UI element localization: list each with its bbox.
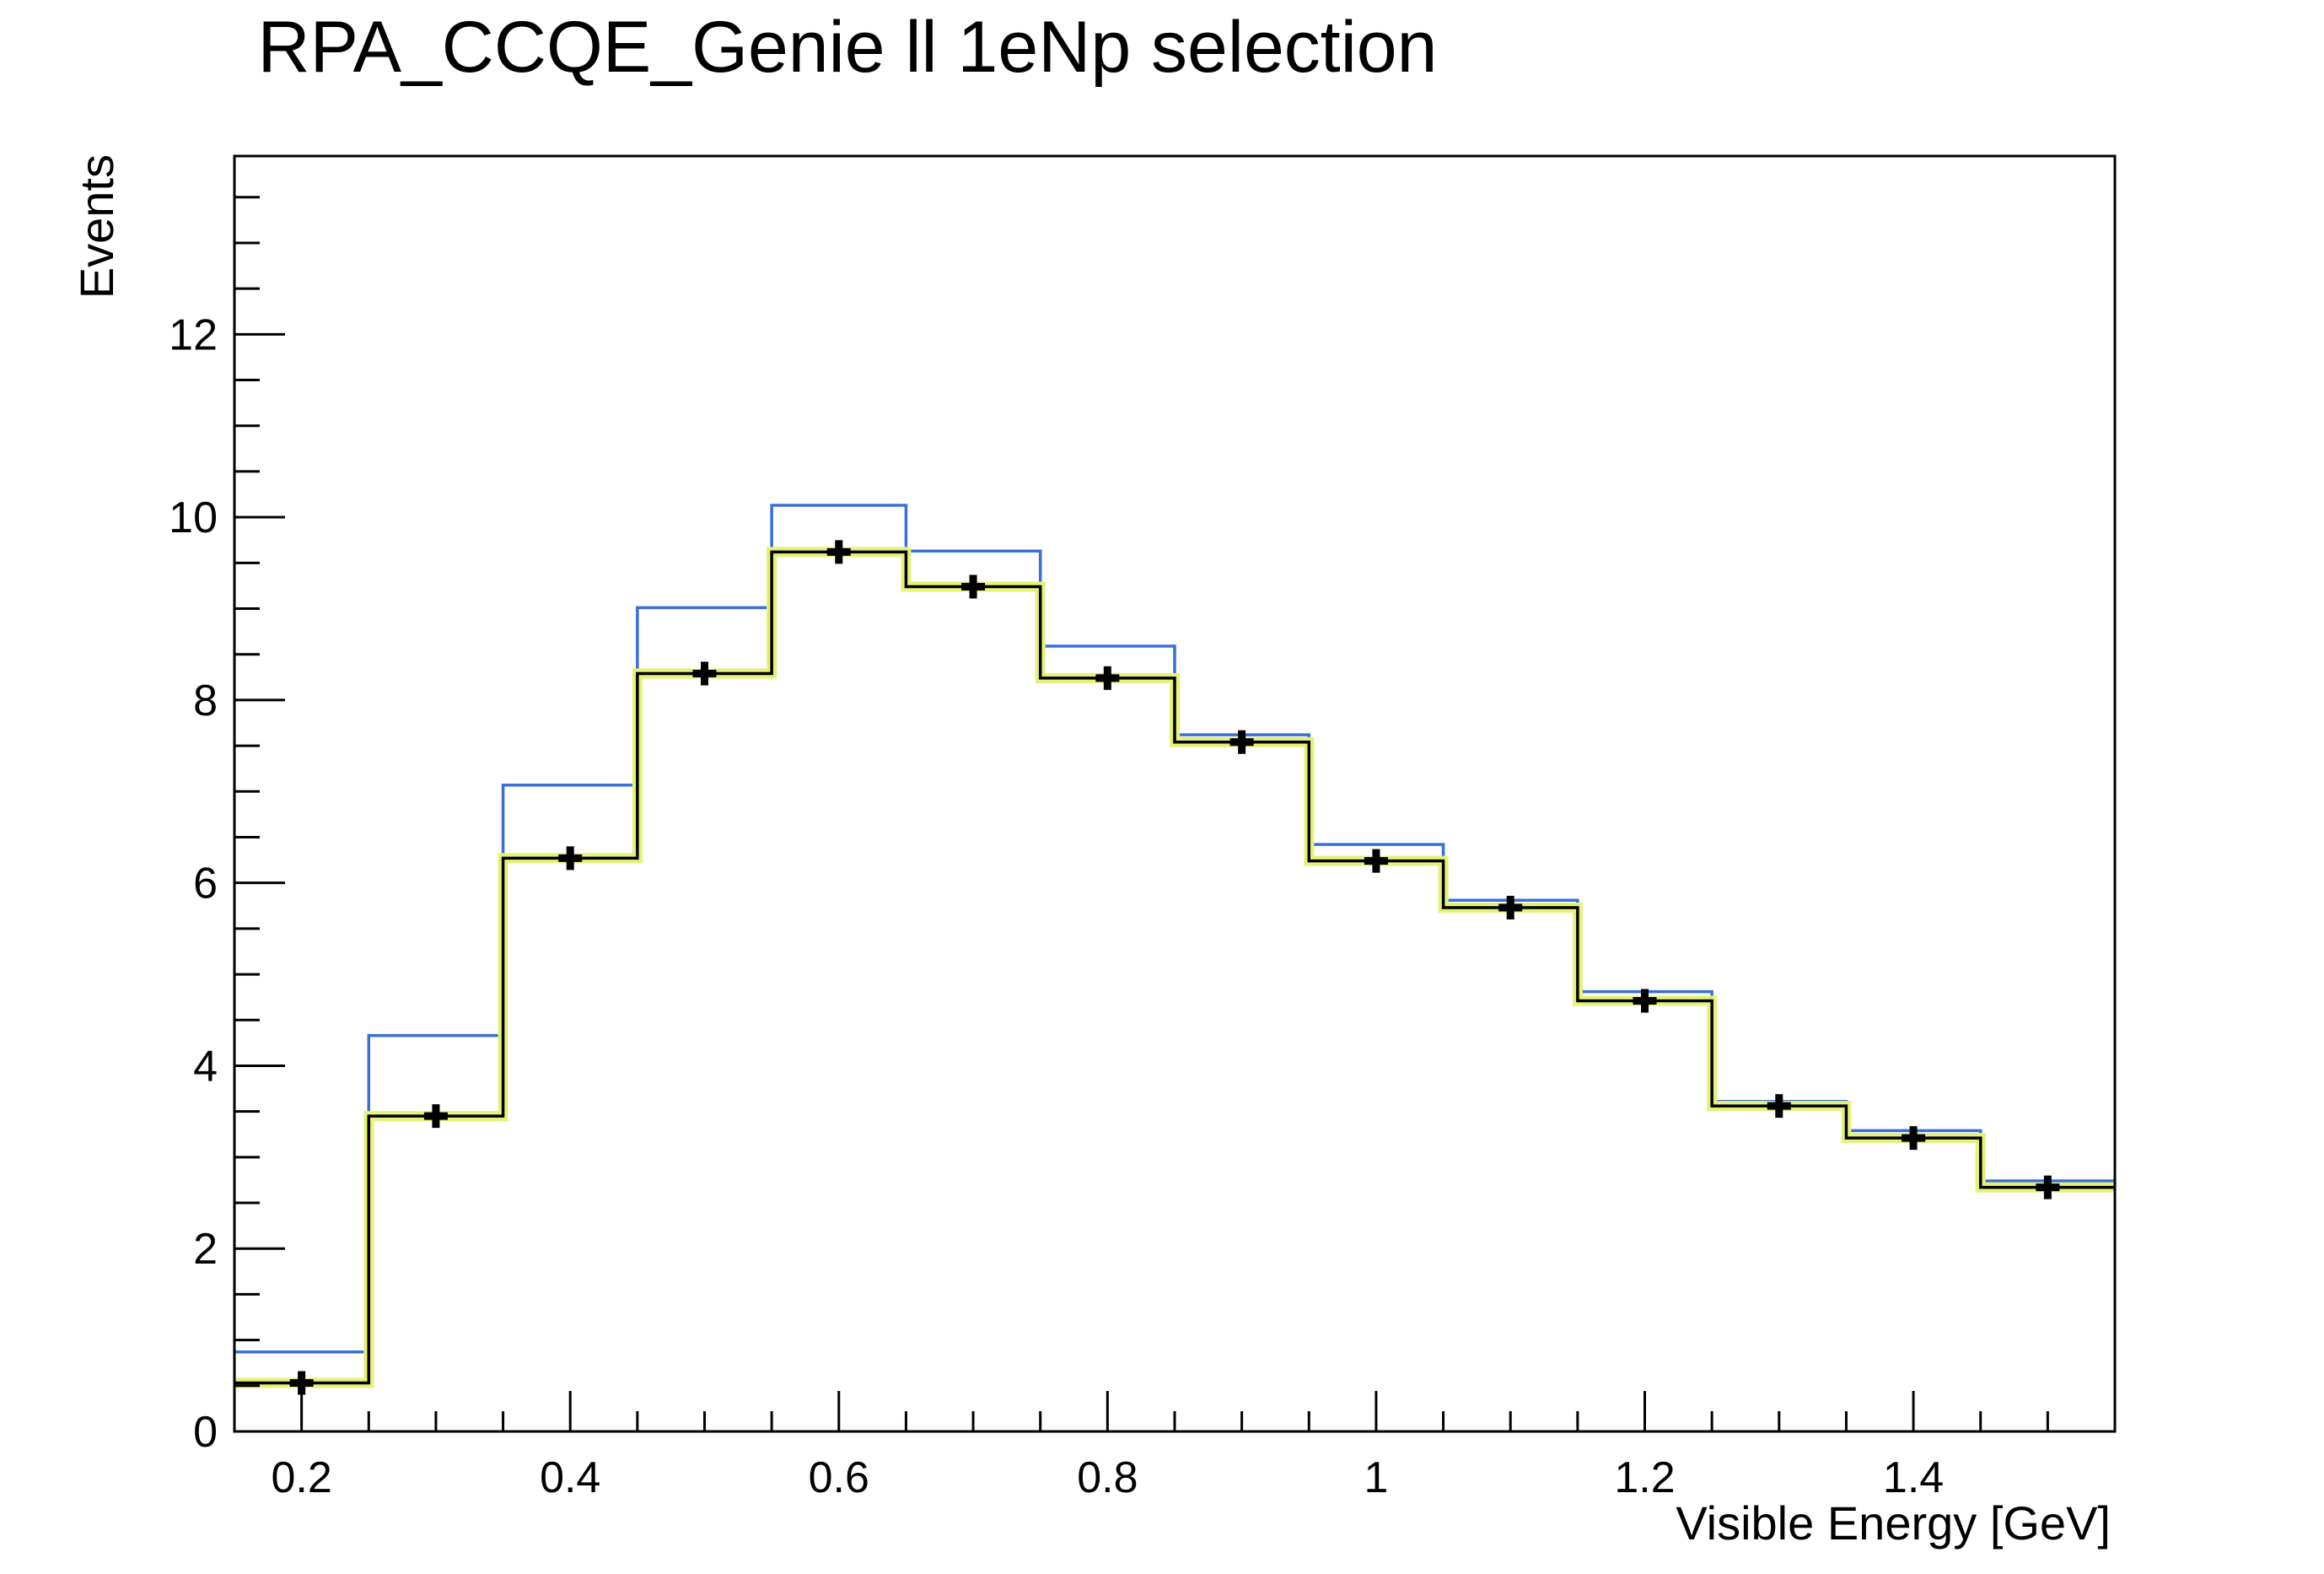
y-tick-label: 8	[193, 676, 218, 725]
x-axis-title: Visible Energy [GeV]	[1676, 1496, 2111, 1550]
data-point	[961, 574, 986, 599]
data-point	[558, 846, 583, 871]
y-tick-label: 0	[193, 1408, 218, 1457]
x-tick-label: 1	[1364, 1453, 1388, 1502]
x-tick-label: 0.8	[1077, 1453, 1138, 1502]
series-blue-step-line	[234, 504, 2115, 1354]
data-point	[2036, 1175, 2060, 1199]
y-tick-label: 12	[169, 310, 218, 359]
data-point	[423, 1104, 448, 1129]
data-point	[1364, 849, 1388, 873]
y-tick-label: 4	[193, 1042, 218, 1091]
data-point	[692, 661, 717, 686]
data-point	[289, 1371, 314, 1395]
x-tick-label: 0.2	[271, 1453, 331, 1502]
y-tick-label: 10	[169, 493, 218, 542]
data-point	[1229, 730, 1254, 754]
data-point	[1095, 666, 1120, 690]
chart-title: RPA_CCQE_Genie ll 1eNp selection	[258, 7, 1438, 88]
axes: 0.2 0.4 0.6 0.8 1 1.2 1.4 0 2 4 6 8 10 12	[169, 154, 2117, 1502]
y-axis-title: Events	[70, 154, 123, 299]
x-tick-label: 1.2	[1614, 1453, 1675, 1502]
y-tick-label: 6	[193, 860, 218, 908]
plot-frame	[233, 154, 2117, 1433]
x-tick-label: 0.6	[809, 1453, 869, 1502]
data-point	[826, 540, 851, 564]
data-point	[1767, 1094, 1791, 1119]
x-tick-label: 0.4	[540, 1453, 600, 1502]
y-tick-label: 2	[193, 1225, 218, 1274]
x-tick-label: 1.4	[1883, 1453, 1944, 1502]
series-uncertainty-band	[234, 547, 2115, 1388]
data-point	[1498, 895, 1523, 919]
plot-area	[234, 504, 2115, 1395]
data-point	[1633, 989, 1657, 1013]
data-point	[1902, 1126, 1926, 1151]
